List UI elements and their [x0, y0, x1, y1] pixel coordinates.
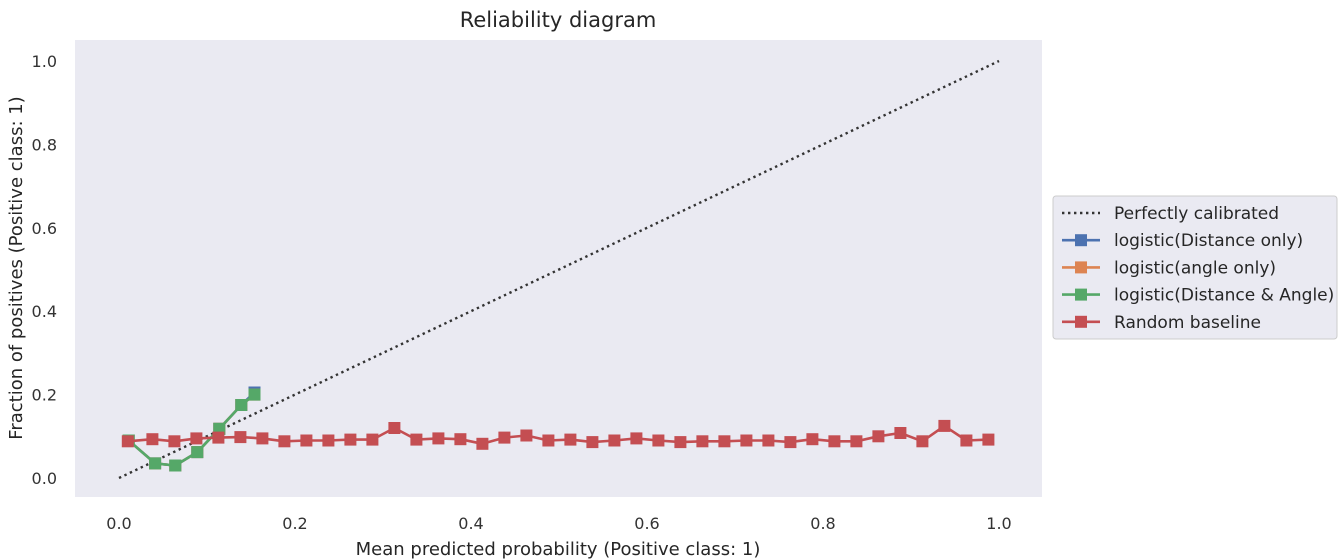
y-tick-label: 1.0 — [32, 52, 57, 71]
series-4-point — [498, 431, 511, 444]
series-4-point — [718, 435, 731, 448]
x-tick-label: 0.8 — [810, 514, 835, 533]
series-4-point — [432, 432, 445, 445]
y-tick-labels: 0.0 0.2 0.4 0.6 0.8 1.0 — [32, 52, 57, 488]
series-4-point — [300, 434, 313, 447]
x-tick-label: 1.0 — [986, 514, 1011, 533]
series-4-point — [652, 434, 665, 447]
series-4-point — [740, 434, 753, 447]
x-tick-labels: 0.0 0.2 0.4 0.6 0.8 1.0 — [106, 514, 1011, 533]
series-4-point — [234, 431, 247, 444]
series-4-point — [894, 427, 907, 439]
legend-label-4: Random baseline — [1114, 313, 1261, 333]
series-4-point — [520, 429, 533, 442]
series-4-point — [762, 434, 775, 447]
series-4-point — [938, 419, 951, 432]
series-line-4 — [127, 424, 989, 446]
series-4-point — [916, 435, 929, 448]
series-4-point — [388, 422, 401, 434]
series-4-point — [586, 436, 599, 449]
series-4-point — [476, 437, 489, 450]
series-4-point — [190, 432, 203, 445]
y-tick-label: 0.8 — [32, 135, 57, 154]
series-4-point — [168, 435, 181, 448]
series-4-point — [212, 431, 225, 444]
series-4-point — [608, 434, 621, 447]
series-4-point — [344, 433, 357, 446]
legend-marker-4 — [1075, 315, 1087, 328]
series-4-point — [410, 433, 423, 446]
series-4-point — [828, 435, 841, 448]
chart-title: Reliability diagram — [460, 8, 657, 32]
series-4-point — [850, 435, 863, 448]
y-tick-label: 0.6 — [32, 219, 57, 238]
series-3-point — [191, 446, 204, 459]
x-axis-label: Mean predicted probability (Positive cla… — [356, 539, 761, 560]
series-4-point — [630, 432, 643, 445]
legend-box — [1052, 195, 1338, 340]
series-4-point — [322, 434, 335, 447]
series-4-point — [784, 436, 797, 449]
legend-marker-1 — [1075, 234, 1087, 247]
series-4-point — [960, 434, 973, 447]
legend-label-2: logistic(angle only) — [1114, 258, 1276, 278]
y-tick-label: 0.2 — [32, 386, 57, 405]
x-tick-label: 0.6 — [634, 514, 659, 533]
series-layer — [118, 59, 1000, 480]
series-line-0 — [118, 59, 1000, 480]
series-3-point — [169, 459, 182, 472]
legend-label-3: logistic(Distance & Angle) — [1114, 286, 1334, 306]
series-4-point — [806, 433, 819, 446]
legend: Perfectly calibrated logistic(Distance on… — [1052, 195, 1338, 340]
series-4-point — [454, 433, 467, 446]
x-tick-label: 0.2 — [282, 514, 307, 533]
series-4-point — [121, 435, 134, 448]
series-4-point — [696, 435, 709, 448]
y-tick-label: 0.0 — [32, 469, 57, 488]
legend-label-0: Perfectly calibrated — [1114, 204, 1279, 224]
series-3-point — [149, 457, 162, 470]
series-4-point — [146, 433, 159, 446]
legend-label-1: logistic(Distance only) — [1114, 231, 1303, 251]
series-4-point — [674, 436, 687, 449]
series-4-point — [256, 432, 269, 445]
series-3-point — [248, 388, 261, 401]
y-axis-label: Fraction of positives (Positive class: 1… — [6, 96, 27, 439]
legend-marker-2 — [1075, 261, 1087, 274]
series-3-point — [235, 399, 248, 411]
series-4-point — [564, 433, 577, 446]
x-tick-label: 0.4 — [458, 514, 483, 533]
legend-marker-3 — [1075, 288, 1087, 301]
series-4-point — [982, 433, 995, 446]
x-tick-label: 0.0 — [106, 514, 131, 533]
series-4-point — [872, 430, 885, 443]
series-4-point — [366, 433, 379, 446]
series-4-point — [542, 434, 555, 447]
y-tick-label: 0.4 — [32, 302, 57, 321]
series-4-point — [278, 435, 291, 448]
